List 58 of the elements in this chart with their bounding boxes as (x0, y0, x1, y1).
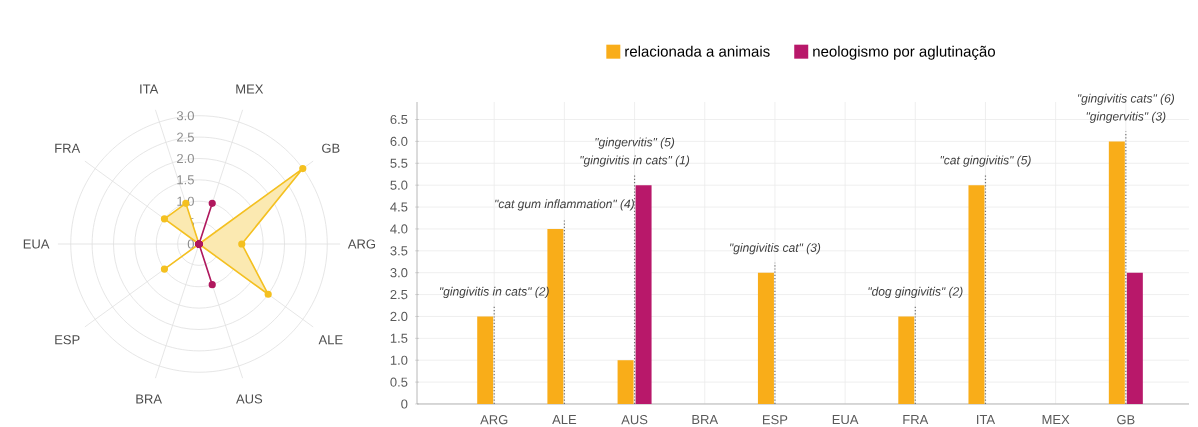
x-tick-label: ARG (480, 415, 508, 425)
y-tick-label: 4.0 (390, 224, 408, 234)
y-tick-label: 5.0 (390, 180, 408, 190)
y-tick-label: 1.5 (390, 333, 408, 343)
x-tick-label: ALE (552, 415, 577, 424)
annotation: "cat gingivitis" (5) (940, 155, 1031, 167)
spoke-label: MEX (236, 84, 264, 94)
x-tick-label: MEX (1042, 415, 1070, 424)
x-tick-label: GB (1117, 415, 1135, 425)
spoke-label: ARG (347, 239, 376, 249)
bar (477, 316, 494, 404)
annotation: "gingervitis" (3) (1086, 111, 1166, 123)
x-tick-label: EUA (832, 415, 859, 425)
y-tick-label: 2.0 (177, 153, 194, 164)
bar (898, 316, 915, 404)
annotation: "gingervitis" (5) (595, 137, 675, 149)
x-tick-label: FRA (903, 415, 929, 424)
annotation: "gingivitis cat" (3) (730, 243, 821, 255)
x-tick-label: AUS (621, 415, 648, 425)
bar (968, 185, 985, 404)
y-tick-label: 5.5 (390, 158, 408, 168)
y-tick-label: 1.0 (390, 355, 408, 365)
y-tick-label: 3.0 (176, 111, 194, 121)
spoke-label: ALE (318, 335, 343, 345)
y-tick-label: 0 (401, 399, 408, 409)
bar (1126, 272, 1143, 404)
spoke-label: BRA (136, 394, 162, 404)
y-tick-label: 3.0 (390, 268, 408, 278)
legend-label: neologismo por aglutinação (813, 45, 996, 60)
annotation: "cat gum inflammation" (4) (495, 199, 634, 211)
bar (757, 272, 774, 404)
y-tick-label: 2.5 (177, 132, 194, 142)
bar (547, 228, 564, 404)
annotation: "gingivitis cats" (6) (1077, 93, 1175, 105)
x-tick-label: BRA (692, 415, 719, 424)
y-tick-label: 0 (187, 239, 194, 249)
spoke-label: AUS (236, 394, 263, 404)
spoke-label: GB (322, 143, 340, 153)
y-tick-label: 2.5 (390, 289, 408, 300)
y-tick-label: 3.5 (390, 246, 408, 256)
y-tick-label: 6.0 (390, 136, 408, 146)
bar (617, 360, 634, 404)
spoke-label: ESP (55, 335, 80, 345)
y-tick-label: 0.5 (390, 377, 408, 387)
annotation: "dog gingivitis" (2) (868, 286, 963, 299)
bar (635, 185, 652, 404)
x-tick-label: ESP (762, 415, 788, 425)
y-tick-label: 4.5 (390, 202, 408, 212)
x-tick-label: ITA (977, 415, 996, 424)
annotation: "gingivitis in cats" (1) (580, 155, 690, 167)
spoke-label: ITA (140, 84, 159, 94)
spoke-label: FRA (55, 143, 81, 153)
y-tick-label: 1.5 (177, 175, 194, 185)
y-tick-label: 6.5 (390, 114, 408, 125)
bar (1108, 141, 1125, 404)
y-tick-label: 2.0 (390, 311, 408, 322)
legend-label: relacionada a animais (625, 45, 770, 57)
spoke-label: EUA (23, 239, 50, 249)
